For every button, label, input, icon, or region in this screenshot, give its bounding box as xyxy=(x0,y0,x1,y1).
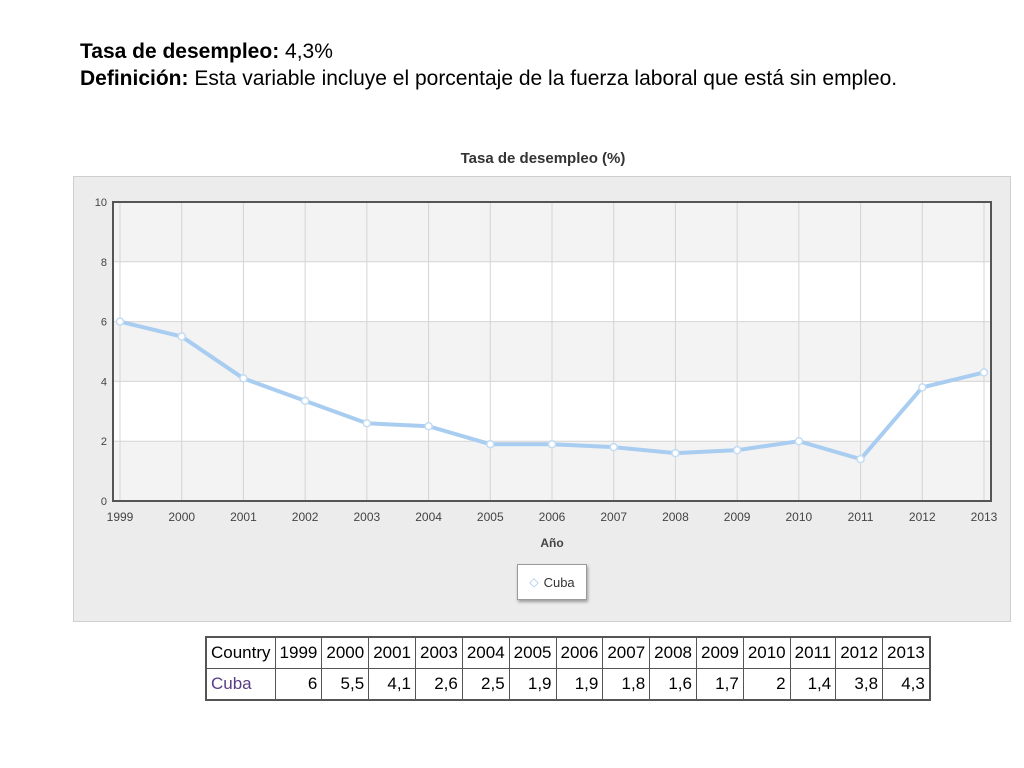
chart-title: Tasa de desempleo (%) xyxy=(460,150,626,167)
data-point xyxy=(918,383,927,392)
table-header-year: 2012 xyxy=(835,636,884,669)
y-tick-label: 6 xyxy=(101,317,107,329)
y-tick-label: 2 xyxy=(101,436,107,448)
table-cell-value: 1,9 xyxy=(508,668,557,701)
x-tick-label: 2002 xyxy=(292,510,319,524)
table-header-year: 1999 xyxy=(274,636,323,669)
x-tick-label: 2012 xyxy=(909,510,936,524)
x-tick-label: 2000 xyxy=(168,510,195,524)
table-header-year: 2001 xyxy=(368,636,417,669)
data-point xyxy=(362,419,372,428)
table-cell-value: 3,8 xyxy=(835,668,884,701)
rate-line: Tasa de desempleo: 4,3% xyxy=(80,38,990,65)
rate-value: 4,3% xyxy=(285,40,333,63)
table-cell-value: 2 xyxy=(742,668,791,701)
data-point xyxy=(115,317,125,326)
table-cell-value: 1,7 xyxy=(695,668,744,701)
legend[interactable]: ◇ Cuba xyxy=(517,564,587,600)
x-tick-label: 2001 xyxy=(230,510,257,524)
table-cell-value: 1,4 xyxy=(789,668,837,701)
table-cell-value: 1,6 xyxy=(649,668,697,701)
header-block: Tasa de desempleo: 4,3% Definición: Esta… xyxy=(80,38,990,92)
x-tick-label: 2010 xyxy=(786,510,813,524)
table-header-year: 2008 xyxy=(649,636,697,669)
data-point xyxy=(609,442,618,452)
x-tick-label: 2006 xyxy=(539,510,566,524)
table-header-year: 2009 xyxy=(695,636,744,669)
x-tick-label: 2008 xyxy=(662,510,689,524)
data-point xyxy=(300,396,310,406)
table-header-year: 2011 xyxy=(789,636,837,669)
x-axis-label: Año xyxy=(540,536,563,550)
table-header-year: 2007 xyxy=(602,636,651,669)
y-tick-label: 0 xyxy=(101,496,107,508)
definition-text: Esta variable incluye el porcentaje de l… xyxy=(194,67,898,90)
x-tick-label: 1999 xyxy=(107,510,134,524)
table-row: Cuba 6 5,5 4,1 2,6 2,5 1,9 1,9 1,8 1,6 1,7 2 1,4 3,8 4… xyxy=(205,668,931,701)
table-cell-value: 2,6 xyxy=(415,668,463,701)
y-tick-label: 8 xyxy=(101,257,107,269)
data-point xyxy=(856,454,865,464)
table-header-year: 2010 xyxy=(742,636,791,669)
legend-marker-icon: ◇ xyxy=(529,575,539,589)
table-header-year: 2013 xyxy=(882,636,931,669)
table-cell-value: 1,8 xyxy=(602,668,651,701)
table-header-row: Country 1999 2000 2001 2003 2004 2005 2006 2007 2… xyxy=(205,636,931,669)
data-point xyxy=(794,436,804,446)
table-header-year: 2003 xyxy=(415,636,463,669)
legend-label: Cuba xyxy=(543,574,575,590)
x-tick-label: 2009 xyxy=(724,510,751,524)
data-point xyxy=(732,445,742,455)
x-tick-label: 2005 xyxy=(477,510,504,524)
rate-label: Tasa de desempleo: xyxy=(80,40,280,63)
table-header-year: 2004 xyxy=(461,636,510,669)
x-tick-label: 2013 xyxy=(971,510,998,524)
data-point xyxy=(547,439,557,449)
data-table: Country 1999 2000 2001 2003 2004 2005 2006 2007 2… xyxy=(205,636,931,701)
table-header-year: 2000 xyxy=(321,636,370,669)
table-cell-value: 4,1 xyxy=(368,668,417,701)
table-header-year: 2005 xyxy=(508,636,557,669)
data-point xyxy=(424,422,433,431)
table-cell-country[interactable]: Cuba xyxy=(205,668,276,701)
table-header-year: 2006 xyxy=(555,636,604,669)
table-cell-value: 4,3 xyxy=(882,668,931,701)
plot-border xyxy=(112,201,992,502)
data-point xyxy=(671,448,680,458)
data-point xyxy=(979,368,989,377)
definition-line: Definición: Esta variable incluye el por… xyxy=(80,65,990,92)
data-point xyxy=(239,374,248,383)
table-cell-value: 6 xyxy=(274,668,323,701)
x-tick-label: 2007 xyxy=(600,510,627,524)
table-cell-value: 2,5 xyxy=(461,668,510,701)
table-cell-value: 1,9 xyxy=(555,668,604,701)
table-cell-value: 5,5 xyxy=(321,668,370,701)
y-tick-label: 10 xyxy=(95,197,107,209)
x-tick-label: 2011 xyxy=(848,510,874,524)
data-point xyxy=(486,439,495,449)
table-header-country: Country xyxy=(205,636,276,669)
definition-label: Definición: xyxy=(80,67,189,90)
x-tick-label: 2004 xyxy=(415,510,442,524)
x-tick-label: 2003 xyxy=(354,510,381,524)
data-point xyxy=(177,332,186,341)
y-tick-label: 4 xyxy=(101,376,107,388)
